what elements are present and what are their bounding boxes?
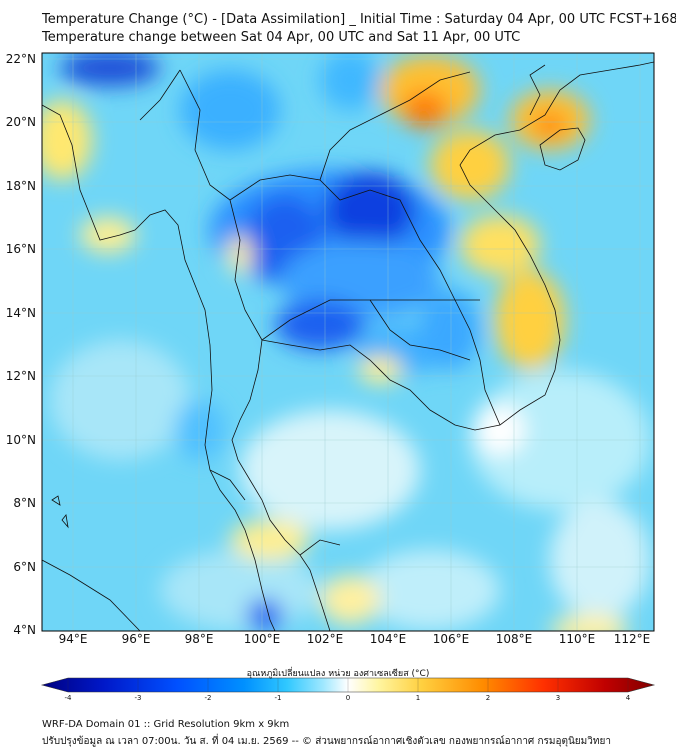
- lat-label: 22°N: [5, 52, 36, 66]
- lon-label: 100°E: [243, 632, 281, 646]
- map-subtitle: Temperature change between Sat 04 Apr, 0…: [42, 30, 521, 45]
- lat-label: 18°N: [5, 179, 36, 193]
- colorbar-tick: 4: [625, 694, 631, 702]
- model-info: WRF-DA Domain 01 :: Grid Resolution 9km …: [42, 719, 290, 730]
- lat-label: 14°N: [5, 306, 36, 320]
- lon-label: 96°E: [121, 632, 151, 646]
- lon-label: 106°E: [432, 632, 470, 646]
- temperature-field: [42, 53, 654, 631]
- lat-label: 6°N: [13, 560, 36, 574]
- map-frame: [41, 52, 655, 632]
- colorbar-tick: -3: [134, 694, 142, 702]
- lat-label: 10°N: [5, 433, 36, 447]
- coastlines-and-borders: [42, 61, 654, 631]
- lat-label: 8°N: [13, 496, 36, 510]
- lon-label: 108°E: [495, 632, 533, 646]
- lon-label: 94°E: [58, 632, 88, 646]
- lon-label: 112°E: [613, 632, 651, 646]
- lon-label: 102°E: [306, 632, 344, 646]
- lat-label: 4°N: [13, 623, 36, 637]
- colorbar-tick: 1: [415, 694, 421, 702]
- colorbar-tick: 2: [485, 694, 491, 702]
- lon-label: 110°E: [558, 632, 596, 646]
- update-credit: ปรับปรุงข้อมูล ณ เวลา 07:00น. วัน ส. ที่…: [42, 736, 611, 747]
- lon-label: 104°E: [369, 632, 407, 646]
- colorbar-tick: 0: [345, 694, 351, 702]
- lon-label: 98°E: [184, 632, 214, 646]
- map-title: Temperature Change (°C) - [Data Assimila…: [42, 12, 676, 27]
- colorbar-tick: -4: [64, 694, 72, 702]
- colorbar-tick: 3: [555, 694, 561, 702]
- colorbar-tick: -1: [274, 694, 282, 702]
- lat-label: 16°N: [5, 242, 36, 256]
- colorbar-tick: -2: [204, 694, 212, 702]
- colorbar-title: อุณหภูมิเปลี่ยนแปลง หน่วย องศาเซลเซียส (…: [246, 669, 430, 679]
- lat-label: 20°N: [5, 115, 36, 129]
- colorbar: [40, 677, 656, 693]
- lat-label: 12°N: [5, 369, 36, 383]
